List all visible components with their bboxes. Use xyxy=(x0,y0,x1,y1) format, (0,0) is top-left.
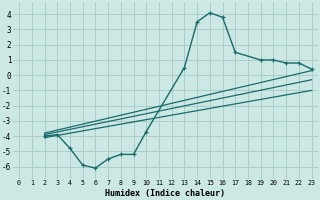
X-axis label: Humidex (Indice chaleur): Humidex (Indice chaleur) xyxy=(105,189,225,198)
